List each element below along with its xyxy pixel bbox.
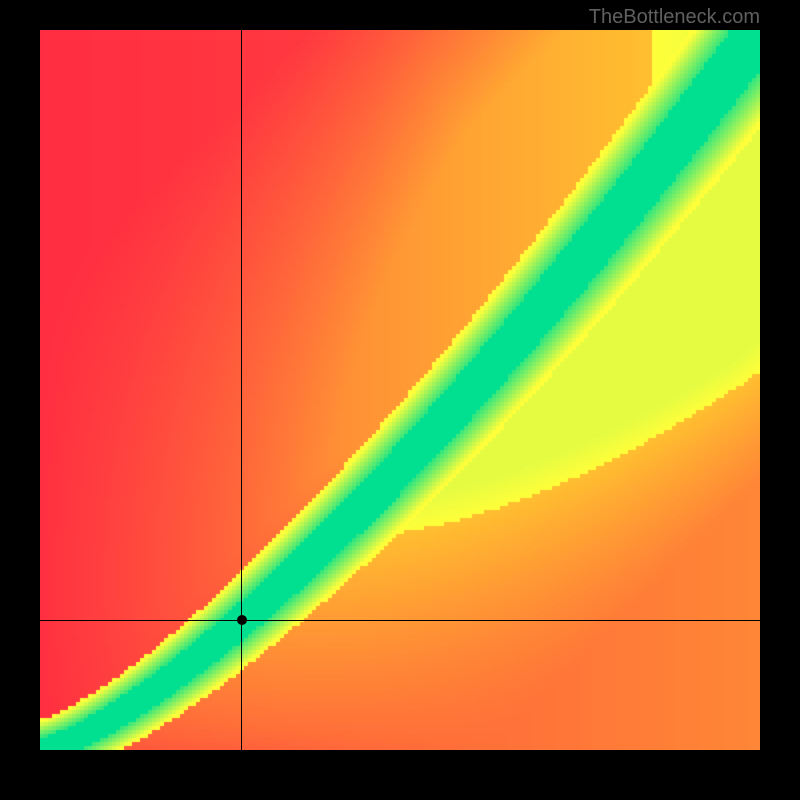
data-point-marker <box>237 615 247 625</box>
heatmap-canvas <box>40 30 760 750</box>
crosshair-vertical <box>241 30 242 750</box>
crosshair-horizontal <box>40 620 760 621</box>
watermark-text: TheBottleneck.com <box>589 6 760 29</box>
heatmap-plot <box>40 30 760 750</box>
